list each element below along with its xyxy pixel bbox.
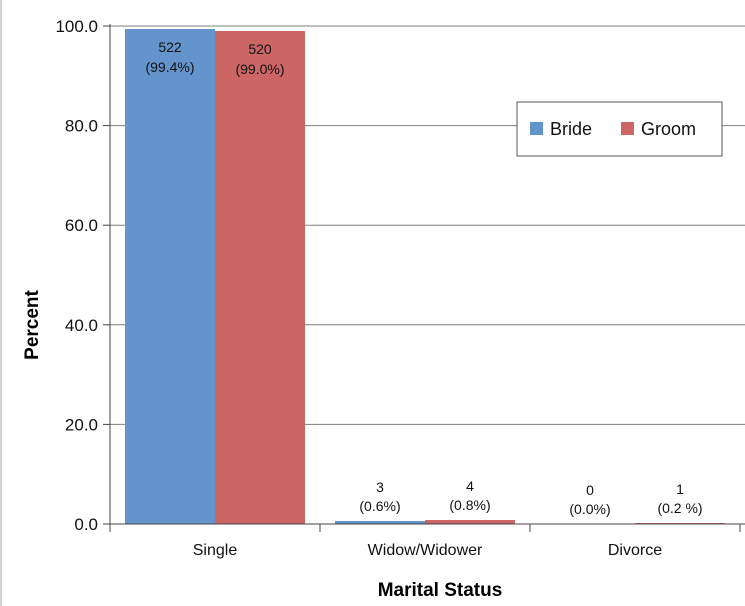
data-label-count: 520	[248, 41, 272, 57]
data-label-percent: (0.0%)	[569, 501, 610, 517]
data-label-count: 522	[158, 39, 182, 55]
bar-bride	[125, 28, 215, 524]
legend-swatch-groom	[621, 122, 634, 135]
data-label-count: 3	[376, 479, 384, 495]
legend-label-groom: Groom	[641, 119, 696, 139]
legend: Bride Groom	[516, 101, 723, 157]
data-label-count: 0	[586, 482, 594, 498]
y-tick-label: 20.0	[65, 415, 98, 434]
category-label: Divorce	[608, 542, 662, 559]
data-labels: 522 (99.4%) 520 (99.0%) 3 (0.6%) 4 (0.8%) 0 (0.0%…	[145, 39, 702, 517]
bar-groom	[215, 30, 305, 524]
bars	[125, 28, 725, 524]
x-axis-title: Marital Status	[378, 580, 503, 601]
data-label-percent: (99.4%)	[145, 59, 194, 75]
legend-label-bride: Bride	[550, 119, 592, 139]
data-label-count: 4	[466, 478, 474, 494]
y-tick-label: 60.0	[65, 216, 98, 235]
data-label-percent: (0.8%)	[449, 497, 490, 513]
y-tick-label: 80.0	[65, 117, 98, 136]
bar-groom	[425, 520, 515, 524]
category-label: Single	[193, 542, 238, 559]
y-tick-labels: 0.0 20.0 40.0 60.0 80.0 100.0	[55, 17, 110, 534]
y-tick-label: 100.0	[55, 17, 98, 36]
legend-box	[516, 101, 723, 157]
bar-bride	[335, 521, 425, 524]
data-label-percent: (0.6%)	[359, 498, 400, 514]
y-tick-label: 0.0	[74, 515, 98, 534]
data-label-count: 1	[676, 481, 684, 497]
category-label: Widow/Widower	[368, 542, 483, 559]
y-axis-title: Percent	[22, 289, 43, 359]
axes	[109, 24, 745, 532]
y-tick-label: 40.0	[65, 316, 98, 335]
left-border	[0, 0, 2, 606]
legend-swatch-bride	[530, 122, 543, 135]
data-label-percent: (0.2 %)	[657, 500, 702, 516]
data-label-percent: (99.0%)	[235, 61, 284, 77]
category-labels: Single Widow/Widower Divorce	[193, 542, 662, 559]
